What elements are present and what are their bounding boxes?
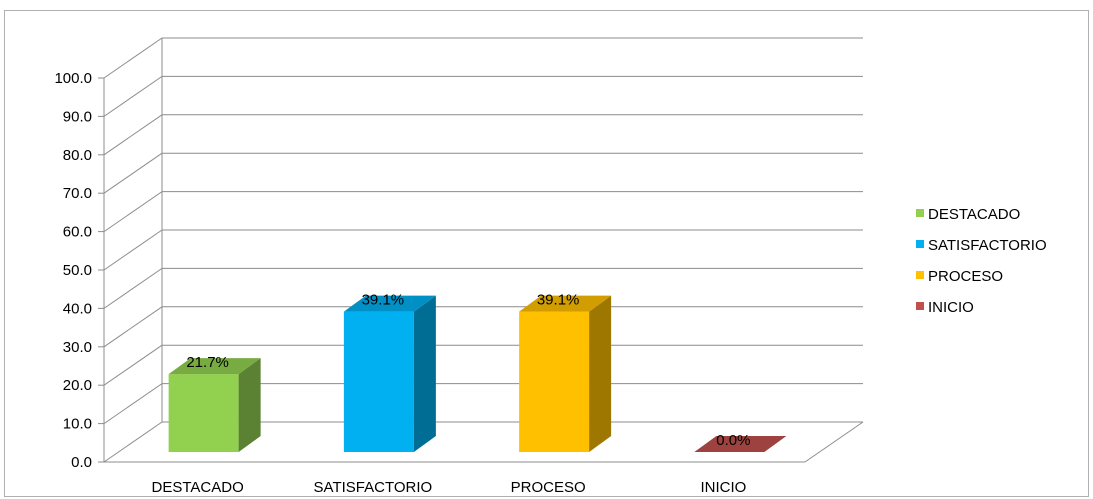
gridlines bbox=[98, 37, 864, 463]
bar-top-face bbox=[168, 358, 261, 375]
legend-label: PROCESO bbox=[928, 268, 1003, 285]
y-axis-tick-labels: 0.0 10.0 20.0 30.0 40.0 50.0 60.0 70.0 80.0 90.0 1… bbox=[54, 70, 92, 471]
data-label: 39.1% bbox=[537, 292, 580, 309]
gridline-diagonal bbox=[103, 421, 163, 463]
bar-front-face bbox=[519, 311, 590, 452]
y-tick-label: 40.0 bbox=[63, 300, 92, 317]
bar-side-face bbox=[589, 295, 612, 452]
legend-label: DESTACADO bbox=[928, 206, 1020, 223]
chart-area bbox=[4, 10, 1089, 497]
gridline-diagonal bbox=[103, 37, 163, 79]
y-tick-label: 80.0 bbox=[63, 147, 92, 164]
legend-item-proceso: PROCESO bbox=[916, 268, 1003, 285]
gridline-diagonal bbox=[103, 75, 163, 117]
gridline-diagonal bbox=[103, 306, 163, 348]
y-tick-label: 20.0 bbox=[63, 377, 92, 394]
y-tick-label: 70.0 bbox=[63, 185, 92, 202]
legend-swatch bbox=[916, 240, 924, 248]
legend-swatch bbox=[916, 271, 924, 279]
data-labels: 21.7% 39.1% 39.1% 0.0% bbox=[186, 292, 750, 449]
bar-front-face bbox=[343, 311, 414, 452]
y-tick-label: 60.0 bbox=[63, 224, 92, 241]
bar-destacado bbox=[168, 358, 261, 452]
x-axis-category-labels: DESTACADO SATISFACTORIO PROCESO INICIO bbox=[152, 479, 747, 496]
legend-item-satisfactorio: SATISFACTORIO bbox=[916, 237, 1047, 254]
legend-item-inicio: INICIO bbox=[916, 299, 974, 316]
legend-label: SATISFACTORIO bbox=[928, 237, 1047, 254]
bar-side-face bbox=[413, 295, 436, 452]
x-category-label: INICIO bbox=[700, 479, 746, 496]
data-label: 21.7% bbox=[186, 354, 229, 371]
gridline-diagonal bbox=[103, 267, 163, 309]
gridline-diagonal bbox=[103, 229, 163, 271]
gridline-diagonal bbox=[103, 152, 163, 194]
legend: DESTACADO SATISFACTORIO PROCESO INICIO bbox=[916, 206, 1047, 316]
y-tick-label: 0.0 bbox=[71, 454, 92, 471]
bar-top-face bbox=[343, 295, 436, 312]
y-tick-label: 10.0 bbox=[63, 416, 92, 433]
bar-top-face bbox=[519, 295, 612, 312]
data-label: 0.0% bbox=[716, 432, 750, 449]
gridline-diagonal bbox=[103, 114, 163, 156]
x-category-label: SATISFACTORIO bbox=[314, 479, 433, 496]
y-tick-label: 100.0 bbox=[54, 70, 92, 87]
x-category-label: DESTACADO bbox=[152, 479, 244, 496]
x-category-label: PROCESO bbox=[511, 479, 586, 496]
legend-swatch bbox=[916, 302, 924, 310]
bar-front-face bbox=[168, 374, 239, 452]
gridline-diagonal bbox=[103, 383, 163, 425]
legend-item-destacado: DESTACADO bbox=[916, 206, 1020, 223]
bar-side-face bbox=[238, 358, 261, 452]
data-label: 39.1% bbox=[362, 292, 405, 309]
y-tick-label: 90.0 bbox=[63, 108, 92, 125]
floor-right-edge bbox=[804, 421, 864, 463]
bar-proceso bbox=[519, 295, 612, 452]
bar-satisfactorio bbox=[343, 295, 436, 452]
y-tick-label: 50.0 bbox=[63, 262, 92, 279]
bar-inicio bbox=[694, 436, 787, 452]
y-tick-label: 30.0 bbox=[63, 339, 92, 356]
gridline-diagonal bbox=[103, 191, 163, 233]
legend-label: INICIO bbox=[928, 299, 974, 316]
bars bbox=[168, 295, 787, 452]
bar-top-face bbox=[694, 436, 787, 452]
gridline-diagonal bbox=[103, 344, 163, 386]
legend-swatch bbox=[916, 209, 924, 217]
